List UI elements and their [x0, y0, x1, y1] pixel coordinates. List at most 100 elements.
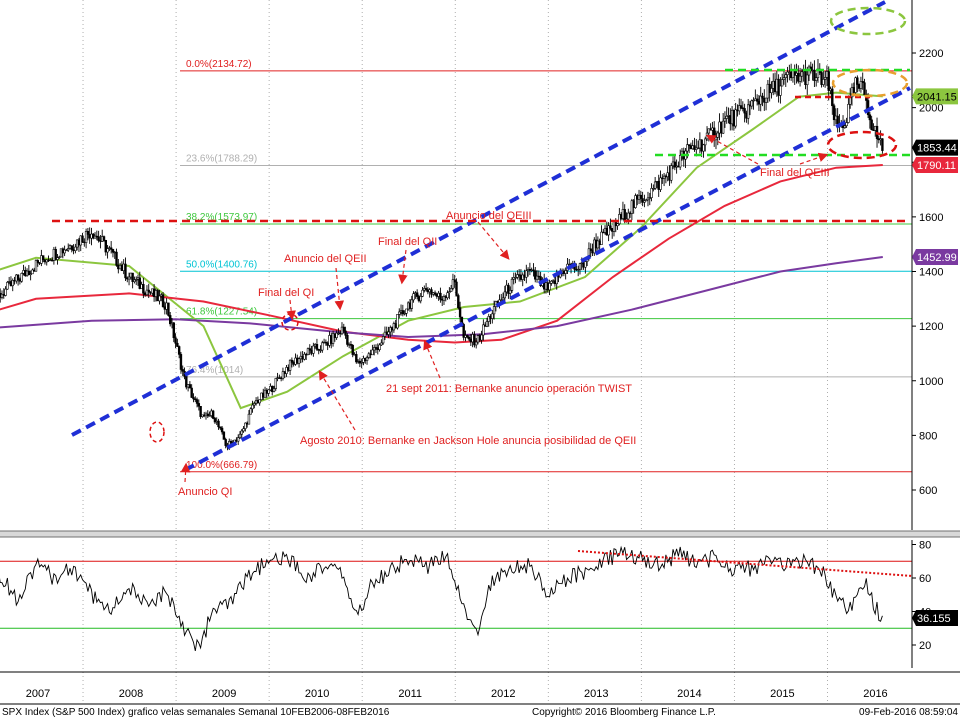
candle-body — [419, 296, 422, 302]
candle-body — [197, 403, 201, 407]
candle-body — [578, 263, 582, 270]
candle-body — [433, 292, 437, 295]
candle-body — [242, 428, 245, 432]
fib-label: 0.0%(2134.72) — [186, 59, 252, 70]
candle-body — [822, 79, 825, 85]
candle-body — [863, 82, 866, 95]
candle-body — [306, 348, 310, 355]
footer-left: SPX Index (S&P 500 Index) grafico velas … — [2, 707, 390, 718]
candle-body — [600, 231, 603, 246]
candle-body — [743, 108, 746, 114]
candle-body — [702, 144, 705, 152]
candle-body — [65, 249, 68, 252]
candle-body — [111, 249, 115, 253]
footer: SPX Index (S&P 500 Index) grafico velas … — [2, 707, 958, 718]
candle-body — [412, 293, 415, 301]
candle-body — [696, 147, 700, 150]
price-axis-tick-label: 800 — [919, 430, 937, 442]
candle-body — [823, 77, 827, 80]
candle-body — [56, 257, 59, 260]
last-value-flag-bg — [912, 88, 958, 105]
last-value-flag-text: 2041.15 — [917, 91, 957, 103]
candle-body — [646, 197, 650, 201]
candle-body — [41, 255, 45, 261]
candle-body — [820, 72, 823, 85]
candle-body — [179, 354, 183, 370]
candle-body — [832, 105, 836, 121]
candle-body — [686, 144, 689, 152]
candle-body — [219, 426, 222, 429]
ma-green-line — [0, 91, 883, 410]
candle-body — [856, 77, 859, 85]
candle-body — [11, 280, 14, 287]
candle-body — [725, 115, 728, 119]
candle-body — [405, 308, 408, 314]
candle-body — [63, 249, 66, 254]
year-label: 2007 — [26, 688, 50, 700]
candle-body — [532, 269, 535, 272]
candle-body — [31, 269, 34, 275]
candle-body — [854, 77, 857, 93]
candle-body — [97, 236, 100, 241]
candle-body — [290, 359, 294, 363]
candle-body — [177, 346, 181, 355]
candle-body — [609, 225, 612, 229]
candle-body — [188, 384, 192, 389]
candle-body — [584, 261, 587, 268]
candle-body — [500, 299, 503, 301]
candle-body — [373, 347, 376, 351]
candle-body — [516, 274, 519, 278]
candle-body — [534, 270, 537, 280]
candle-body — [365, 357, 369, 361]
candle-body — [344, 330, 347, 336]
candle-body — [190, 387, 193, 398]
last-value-flag-text: 36.155 — [917, 613, 951, 625]
candle-body — [424, 288, 428, 291]
candle-body — [508, 290, 512, 294]
candle-body — [67, 248, 70, 251]
candle-body — [258, 399, 261, 404]
candle-body — [847, 104, 850, 123]
candle-body — [507, 284, 510, 294]
candle-body — [161, 294, 165, 308]
candle-body — [86, 231, 90, 235]
panel-separator — [0, 531, 960, 537]
annotation-arrow — [398, 249, 408, 285]
candle-body — [0, 293, 4, 298]
candle-body — [263, 389, 267, 398]
last-value-flag: 2041.15 — [912, 88, 958, 105]
last-value-flag: 1452.99 — [912, 249, 958, 266]
candle-body — [253, 403, 256, 406]
candle-body — [387, 331, 390, 335]
candle-body — [639, 194, 643, 199]
target-ellipse — [831, 68, 909, 98]
candle-body — [535, 275, 539, 280]
candle-body — [831, 88, 834, 107]
last-value-flag-bg — [912, 156, 958, 173]
candle-body — [142, 284, 145, 294]
candle-body — [449, 288, 453, 292]
candle-body — [525, 270, 528, 278]
candle-body — [288, 359, 292, 371]
candle-body — [589, 248, 592, 251]
last-value-flag-bg — [912, 139, 958, 156]
candle-body — [167, 302, 170, 316]
candle-body — [396, 314, 399, 329]
candle-body — [251, 404, 254, 410]
candle-body — [240, 430, 243, 435]
candle-body — [229, 441, 233, 443]
annotation-arrow — [286, 299, 296, 321]
candle-body — [20, 273, 23, 282]
year-label: 2009 — [212, 688, 236, 700]
candle-body — [206, 413, 209, 416]
candle-body — [58, 256, 61, 259]
candle-body — [84, 231, 88, 244]
fibonacci-levels: 0.0%(2134.72) 23.6%(1788.29) 38.2%(1573.97… — [180, 59, 912, 473]
oscillator-last-value-flag: 36.155 — [912, 609, 958, 626]
trend-channel — [71, 0, 911, 472]
candle-body — [881, 138, 884, 151]
candle-body — [446, 292, 449, 299]
candle-body — [181, 369, 184, 372]
candle-body — [274, 378, 277, 389]
candle-body — [106, 248, 109, 253]
